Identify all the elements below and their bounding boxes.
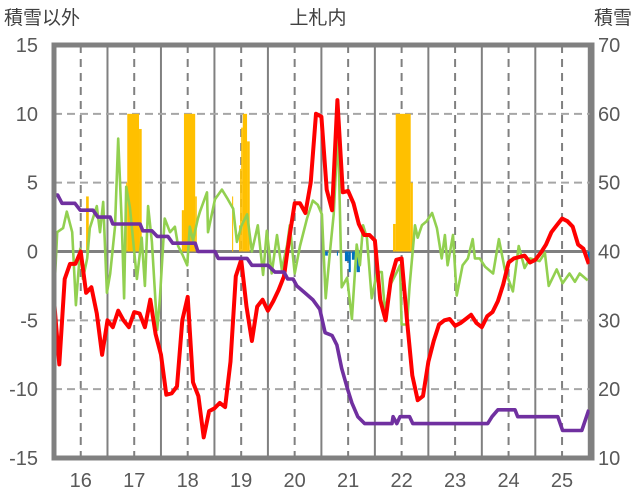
y-right-tick-label: 60 — [598, 104, 620, 126]
y-tick-label: -10 — [9, 379, 38, 401]
orange-bar — [127, 113, 140, 252]
blue-bar — [344, 251, 349, 262]
orange-bar — [410, 182, 413, 252]
blue-bar — [325, 251, 328, 256]
x-tick-label: 20 — [284, 470, 306, 492]
x-tick-label: 21 — [337, 470, 359, 492]
plot-frame — [51, 42, 595, 461]
y-tick-label: 10 — [16, 104, 38, 126]
orange-bar — [393, 223, 396, 252]
tick-labels: 15 70 10 60 5 50 0 40 -5 30 -10 20 -15 10 16 17 18 19 20 21… — [9, 35, 620, 492]
x-tick-label: 24 — [497, 470, 519, 492]
x-tick-label: 16 — [70, 470, 92, 492]
orange-bar — [239, 225, 241, 252]
orange-bar — [240, 168, 242, 252]
y-tick-label: -15 — [9, 448, 38, 470]
y-right-tick-label: 70 — [598, 35, 620, 57]
left-axis-label: 積雪以外 — [4, 7, 80, 29]
blue-bar — [336, 251, 338, 256]
y-tick-label: -5 — [20, 310, 38, 332]
blue-bar — [348, 251, 351, 273]
x-tick-label: 19 — [230, 470, 252, 492]
y-right-tick-label: 10 — [598, 448, 620, 470]
orange-bar — [139, 128, 142, 252]
orange-bar — [242, 113, 248, 252]
y-tick-label: 0 — [27, 242, 38, 264]
chart-title: 上札内 — [289, 7, 346, 29]
orange-bar — [247, 141, 250, 252]
y-tick-label: 5 — [27, 173, 38, 195]
x-tick-label: 17 — [123, 470, 145, 492]
y-right-tick-label: 20 — [598, 379, 620, 401]
orange-bar — [232, 196, 234, 252]
right-axis-label: 積雪 — [594, 7, 632, 29]
y-right-tick-label: 50 — [598, 173, 620, 195]
purple-series-line — [54, 193, 591, 433]
red-series-line — [52, 98, 591, 440]
y-right-tick-label: 40 — [598, 242, 620, 264]
x-tick-label: 25 — [551, 470, 573, 492]
x-tick-label: 18 — [177, 470, 199, 492]
y-right-tick-label: 30 — [598, 310, 620, 332]
x-tick-label: 23 — [444, 470, 466, 492]
orange-bar — [395, 113, 411, 252]
orange-bar — [241, 127, 243, 252]
orange-bar — [86, 196, 89, 252]
green-series-line — [52, 127, 589, 332]
blue-bar — [351, 251, 356, 260]
y-tick-label: 15 — [16, 35, 38, 57]
line-series — [52, 98, 591, 440]
x-tick-label: 22 — [390, 470, 412, 492]
orange-bar — [183, 113, 196, 252]
orange-bar — [181, 210, 184, 252]
